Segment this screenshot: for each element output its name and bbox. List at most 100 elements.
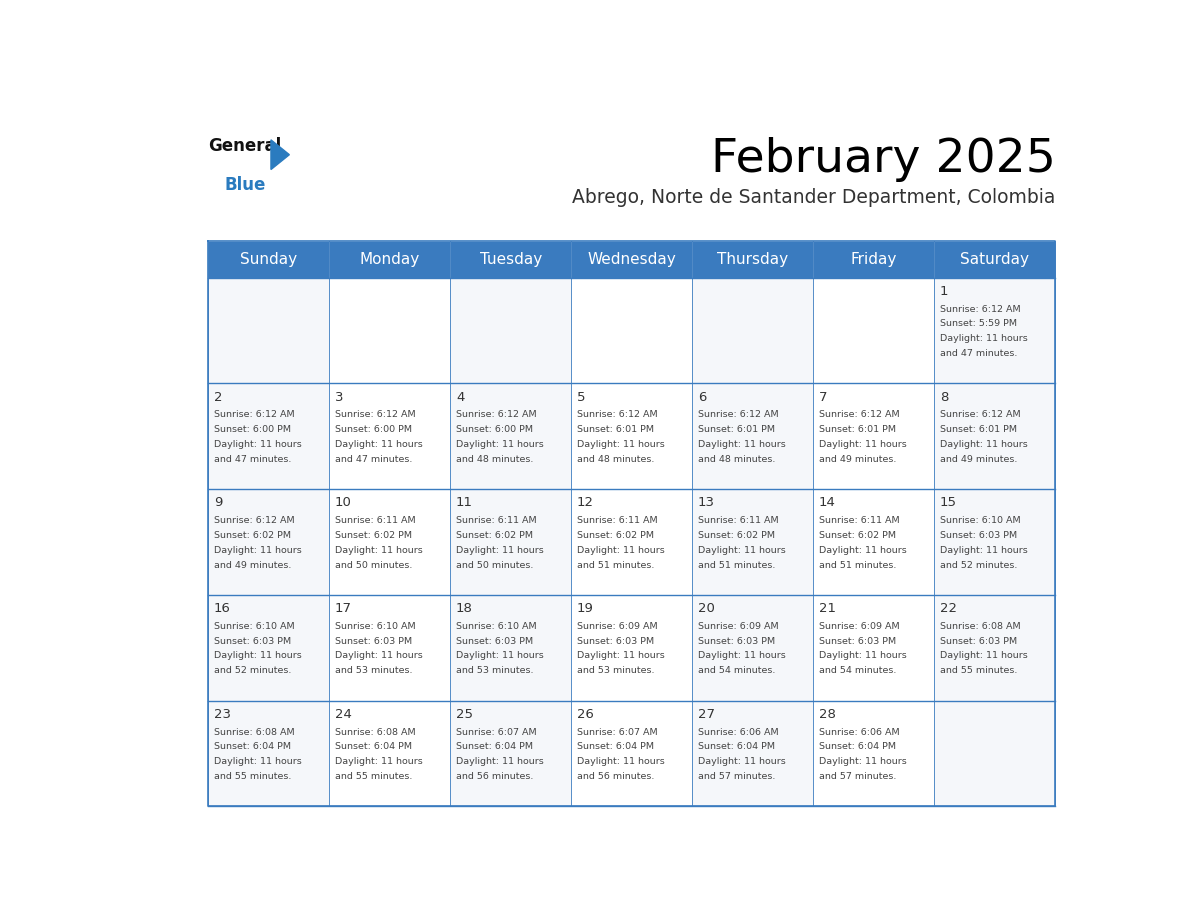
Text: Daylight: 11 hours: Daylight: 11 hours <box>940 440 1028 449</box>
Text: Blue: Blue <box>225 176 266 194</box>
Text: and 51 minutes.: and 51 minutes. <box>577 561 655 569</box>
Text: Friday: Friday <box>851 252 897 267</box>
Text: and 49 minutes.: and 49 minutes. <box>214 561 291 569</box>
Text: Daylight: 11 hours: Daylight: 11 hours <box>577 545 664 554</box>
Text: Daylight: 11 hours: Daylight: 11 hours <box>214 652 302 660</box>
Bar <box>571 384 693 489</box>
Text: Sunset: 6:00 PM: Sunset: 6:00 PM <box>456 425 533 434</box>
Bar <box>935 595 1055 700</box>
Bar <box>935 277 1055 384</box>
Bar <box>208 595 329 700</box>
Text: Saturday: Saturday <box>960 252 1029 267</box>
Text: Sunset: 6:04 PM: Sunset: 6:04 PM <box>819 743 896 751</box>
Bar <box>450 700 571 806</box>
Text: Sunrise: 6:11 AM: Sunrise: 6:11 AM <box>456 516 537 525</box>
Text: Daylight: 11 hours: Daylight: 11 hours <box>819 652 906 660</box>
Bar <box>571 241 693 277</box>
Text: Sunrise: 6:12 AM: Sunrise: 6:12 AM <box>214 516 295 525</box>
Text: and 48 minutes.: and 48 minutes. <box>697 454 776 464</box>
Text: and 47 minutes.: and 47 minutes. <box>940 349 1017 358</box>
Bar <box>814 489 935 595</box>
Text: Tuesday: Tuesday <box>480 252 542 267</box>
Text: 26: 26 <box>577 708 594 721</box>
Text: 20: 20 <box>697 602 715 615</box>
Bar <box>450 241 571 277</box>
Text: 28: 28 <box>819 708 836 721</box>
Bar <box>208 489 329 595</box>
Text: and 53 minutes.: and 53 minutes. <box>335 666 412 676</box>
Text: Sunset: 6:01 PM: Sunset: 6:01 PM <box>940 425 1017 434</box>
Text: Daylight: 11 hours: Daylight: 11 hours <box>335 652 423 660</box>
Text: Sunset: 6:01 PM: Sunset: 6:01 PM <box>697 425 775 434</box>
Text: 25: 25 <box>456 708 473 721</box>
Text: Sunrise: 6:06 AM: Sunrise: 6:06 AM <box>697 728 778 736</box>
Text: Sunrise: 6:08 AM: Sunrise: 6:08 AM <box>214 728 295 736</box>
Text: Sunset: 6:02 PM: Sunset: 6:02 PM <box>335 531 412 540</box>
Text: Sunset: 6:01 PM: Sunset: 6:01 PM <box>577 425 653 434</box>
Text: Sunday: Sunday <box>240 252 297 267</box>
Text: 22: 22 <box>940 602 956 615</box>
Text: and 51 minutes.: and 51 minutes. <box>697 561 776 569</box>
Text: and 55 minutes.: and 55 minutes. <box>335 772 412 781</box>
Text: Sunrise: 6:07 AM: Sunrise: 6:07 AM <box>577 728 657 736</box>
Text: Daylight: 11 hours: Daylight: 11 hours <box>697 757 785 767</box>
Text: 7: 7 <box>819 390 827 404</box>
Text: and 54 minutes.: and 54 minutes. <box>819 666 896 676</box>
Text: General: General <box>208 137 282 155</box>
Text: Sunset: 6:03 PM: Sunset: 6:03 PM <box>214 636 291 645</box>
Text: 16: 16 <box>214 602 230 615</box>
Text: Sunset: 6:01 PM: Sunset: 6:01 PM <box>819 425 896 434</box>
Text: 2: 2 <box>214 390 222 404</box>
Text: Daylight: 11 hours: Daylight: 11 hours <box>819 545 906 554</box>
Bar <box>571 277 693 384</box>
Text: and 52 minutes.: and 52 minutes. <box>214 666 291 676</box>
Bar <box>935 384 1055 489</box>
Text: Daylight: 11 hours: Daylight: 11 hours <box>214 757 302 767</box>
Bar <box>814 384 935 489</box>
Text: 15: 15 <box>940 497 956 509</box>
Text: Sunrise: 6:11 AM: Sunrise: 6:11 AM <box>819 516 899 525</box>
Text: 17: 17 <box>335 602 352 615</box>
Text: Sunset: 6:03 PM: Sunset: 6:03 PM <box>819 636 896 645</box>
Text: and 50 minutes.: and 50 minutes. <box>456 561 533 569</box>
Text: Wednesday: Wednesday <box>588 252 676 267</box>
Text: Sunrise: 6:11 AM: Sunrise: 6:11 AM <box>577 516 657 525</box>
Bar <box>693 241 814 277</box>
Text: 21: 21 <box>819 602 836 615</box>
Text: Sunset: 5:59 PM: Sunset: 5:59 PM <box>940 319 1017 329</box>
Text: and 51 minutes.: and 51 minutes. <box>819 561 896 569</box>
Text: Sunrise: 6:12 AM: Sunrise: 6:12 AM <box>697 410 778 420</box>
Bar <box>571 595 693 700</box>
Polygon shape <box>271 140 290 170</box>
Text: Daylight: 11 hours: Daylight: 11 hours <box>214 545 302 554</box>
Text: Sunrise: 6:10 AM: Sunrise: 6:10 AM <box>456 621 537 631</box>
Text: Sunrise: 6:12 AM: Sunrise: 6:12 AM <box>940 305 1020 314</box>
Text: Daylight: 11 hours: Daylight: 11 hours <box>577 440 664 449</box>
Text: 3: 3 <box>335 390 343 404</box>
Text: and 50 minutes.: and 50 minutes. <box>335 561 412 569</box>
Text: 27: 27 <box>697 708 715 721</box>
Bar <box>935 489 1055 595</box>
Text: and 47 minutes.: and 47 minutes. <box>214 454 291 464</box>
Text: Daylight: 11 hours: Daylight: 11 hours <box>456 545 544 554</box>
Text: Sunrise: 6:12 AM: Sunrise: 6:12 AM <box>335 410 416 420</box>
Text: 13: 13 <box>697 497 715 509</box>
Text: Daylight: 11 hours: Daylight: 11 hours <box>940 334 1028 343</box>
Text: Sunset: 6:04 PM: Sunset: 6:04 PM <box>577 743 653 751</box>
Text: Sunset: 6:04 PM: Sunset: 6:04 PM <box>335 743 412 751</box>
Text: and 55 minutes.: and 55 minutes. <box>214 772 291 781</box>
Text: Daylight: 11 hours: Daylight: 11 hours <box>335 545 423 554</box>
Text: Sunrise: 6:06 AM: Sunrise: 6:06 AM <box>819 728 899 736</box>
Bar <box>450 384 571 489</box>
Text: 12: 12 <box>577 497 594 509</box>
Text: Sunset: 6:00 PM: Sunset: 6:00 PM <box>214 425 291 434</box>
Text: Sunset: 6:02 PM: Sunset: 6:02 PM <box>214 531 291 540</box>
Text: Sunset: 6:02 PM: Sunset: 6:02 PM <box>697 531 775 540</box>
Bar <box>329 595 450 700</box>
Text: and 55 minutes.: and 55 minutes. <box>940 666 1017 676</box>
Text: 19: 19 <box>577 602 594 615</box>
Bar <box>693 489 814 595</box>
Text: Sunset: 6:03 PM: Sunset: 6:03 PM <box>577 636 655 645</box>
Text: 8: 8 <box>940 390 948 404</box>
Text: Daylight: 11 hours: Daylight: 11 hours <box>697 440 785 449</box>
